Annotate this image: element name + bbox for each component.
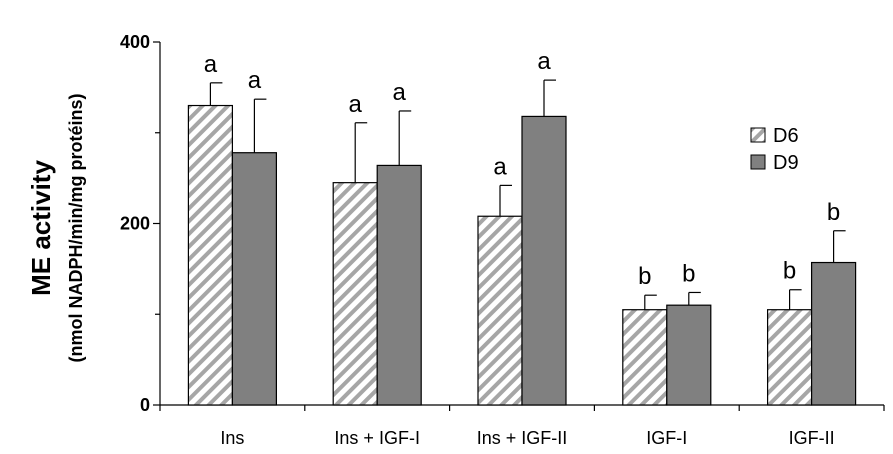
x-tick-label: IGF-I: [646, 428, 687, 448]
significance-label: a: [349, 91, 363, 118]
significance-label: a: [493, 153, 507, 180]
bar-d9: [521, 115, 567, 406]
bar-d6: [622, 309, 668, 406]
bar-d6: [187, 104, 233, 406]
significance-label: a: [248, 67, 262, 94]
y-axis-sublabel: (nmol NADPH/min/mg protéins): [66, 93, 86, 362]
y-tick-label: 200: [120, 214, 150, 234]
bar-d9: [231, 152, 277, 406]
bar-d9: [666, 304, 712, 406]
bar-d9: [376, 164, 422, 406]
significance-label: a: [393, 79, 407, 106]
bar-d9: [810, 261, 857, 406]
significance-label: a: [204, 51, 218, 78]
significance-label: b: [827, 199, 840, 226]
x-tick-label: Ins + IGF-I: [334, 428, 420, 448]
legend-swatch-d6: [750, 127, 766, 143]
y-tick-label: 0: [140, 395, 150, 415]
legend-label-d9: D9: [773, 152, 799, 174]
legend-swatch-d9: [750, 154, 766, 170]
bar-d6: [477, 215, 523, 406]
significance-label: b: [682, 260, 695, 287]
bar-d6: [332, 182, 378, 406]
significance-label: a: [537, 48, 551, 75]
y-tick-label: 400: [120, 32, 150, 52]
axes: 0 200 400 Ins Ins + IGF-I Ins + IGF-II IGF-I IG…: [120, 32, 885, 448]
bar-d6: [766, 309, 813, 406]
x-tick-label: Ins: [220, 428, 244, 448]
x-tick-label: Ins + IGF-II: [477, 428, 568, 448]
x-tick-label: IGF-II: [789, 428, 835, 448]
significance-label: b: [638, 263, 651, 290]
legend-label-d6: D6: [773, 125, 799, 147]
significance-label: b: [783, 258, 796, 285]
bars: a a a b b a a a b b: [187, 48, 857, 406]
y-axis-label: ME activity: [26, 160, 56, 296]
